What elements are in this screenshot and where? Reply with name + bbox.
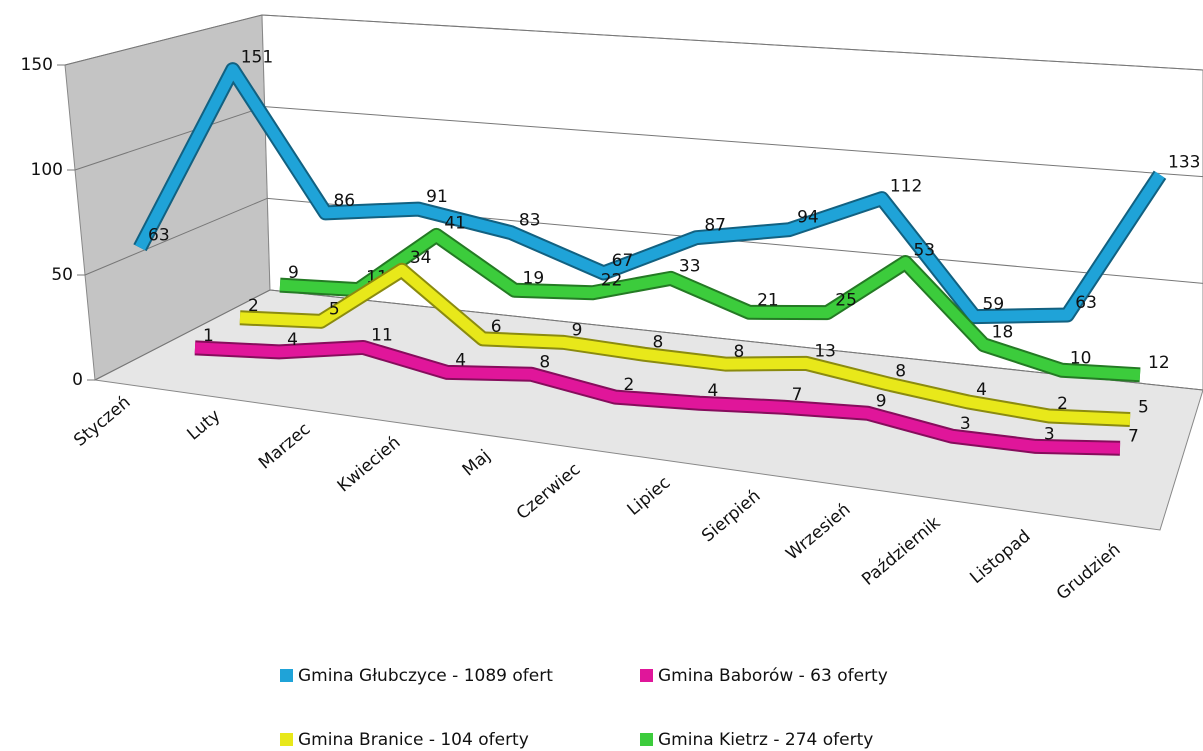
y-tick-label: 0 [72,370,83,390]
data-label: 7 [1128,426,1139,446]
x-tick-label: Sierpień [698,486,764,546]
legend-label: Gmina Branice - 104 oferty [298,730,529,750]
x-tick-label: Lipiec [624,473,675,520]
data-label: 4 [976,380,987,400]
data-label: 34 [410,248,432,268]
x-tick-label: Wrzesień [782,500,854,565]
grid-line [64,14,1203,71]
x-tick-label: Marzec [255,419,314,473]
data-label: 133 [1168,153,1200,173]
data-label: 59 [983,295,1005,315]
data-label: 9 [876,391,887,411]
data-label: 25 [835,291,857,311]
data-label: 86 [333,191,355,211]
data-label: 53 [913,241,935,261]
data-label: 21 [757,290,779,310]
series-line [279,229,1141,381]
legend-swatch [640,733,653,746]
legend-label: Gmina Kietrz - 274 oferty [658,730,873,750]
data-label: 11 [371,325,393,345]
data-label: 1 [203,326,214,346]
data-label: 151 [241,48,273,68]
data-label: 6 [491,317,502,337]
data-label: 9 [572,320,583,340]
x-tick-label: Październik [858,513,944,590]
series-line [135,64,1165,323]
data-label: 87 [704,216,726,236]
data-label: 8 [733,342,744,362]
legend-swatch [640,669,653,682]
legend-label: Gmina Głubczyce - 1089 ofert [298,666,553,686]
data-label: 8 [539,352,550,372]
y-tick-label: 100 [31,160,63,180]
x-tick-label: Luty [183,406,224,445]
data-label: 112 [890,177,922,197]
data-label: 83 [519,211,541,231]
x-tick-label: Listopad [966,526,1034,588]
legend-swatch [280,669,293,682]
data-label: 94 [797,208,819,228]
data-label: 4 [287,330,298,350]
legend-label: Gmina Baborów - 63 oferty [658,666,888,686]
data-label: 5 [329,299,340,319]
series-line [194,341,1121,454]
data-label: 8 [895,362,906,382]
x-tick-label: Grudzień [1053,540,1125,605]
y-tick-label: 150 [21,55,53,75]
data-label: 33 [679,256,701,276]
data-label: 63 [1075,293,1097,313]
x-tick-label: Styczeń [70,392,134,450]
data-label: 41 [444,213,466,233]
data-label: 13 [814,341,836,361]
grid-line [94,289,1203,391]
data-label: 9 [288,263,299,283]
y-tick-label: 50 [51,265,73,285]
data-label: 4 [708,381,719,401]
data-label: 4 [455,350,466,370]
data-label: 22 [601,271,623,291]
data-label: 3 [960,414,971,434]
data-label: 7 [792,385,803,405]
x-tick-label: Kwiecień [334,433,405,497]
x-tick-label: Maj [459,446,495,480]
data-label: 2 [1057,394,1068,414]
data-label: 12 [1148,353,1170,373]
data-label: 2 [248,296,259,316]
data-label: 3 [1044,424,1055,444]
data-label: 63 [148,226,170,246]
series-line [239,264,1131,425]
data-label: 67 [612,251,634,271]
data-label: 8 [653,332,664,352]
legend-swatch [280,733,293,746]
data-label: 91 [426,187,448,207]
data-label: 19 [523,268,545,288]
data-label: 18 [992,323,1014,343]
data-label: 2 [623,375,634,395]
x-tick-label: Czerwiec [513,459,585,524]
data-label: 5 [1138,398,1149,418]
data-label: 10 [1070,348,1092,368]
